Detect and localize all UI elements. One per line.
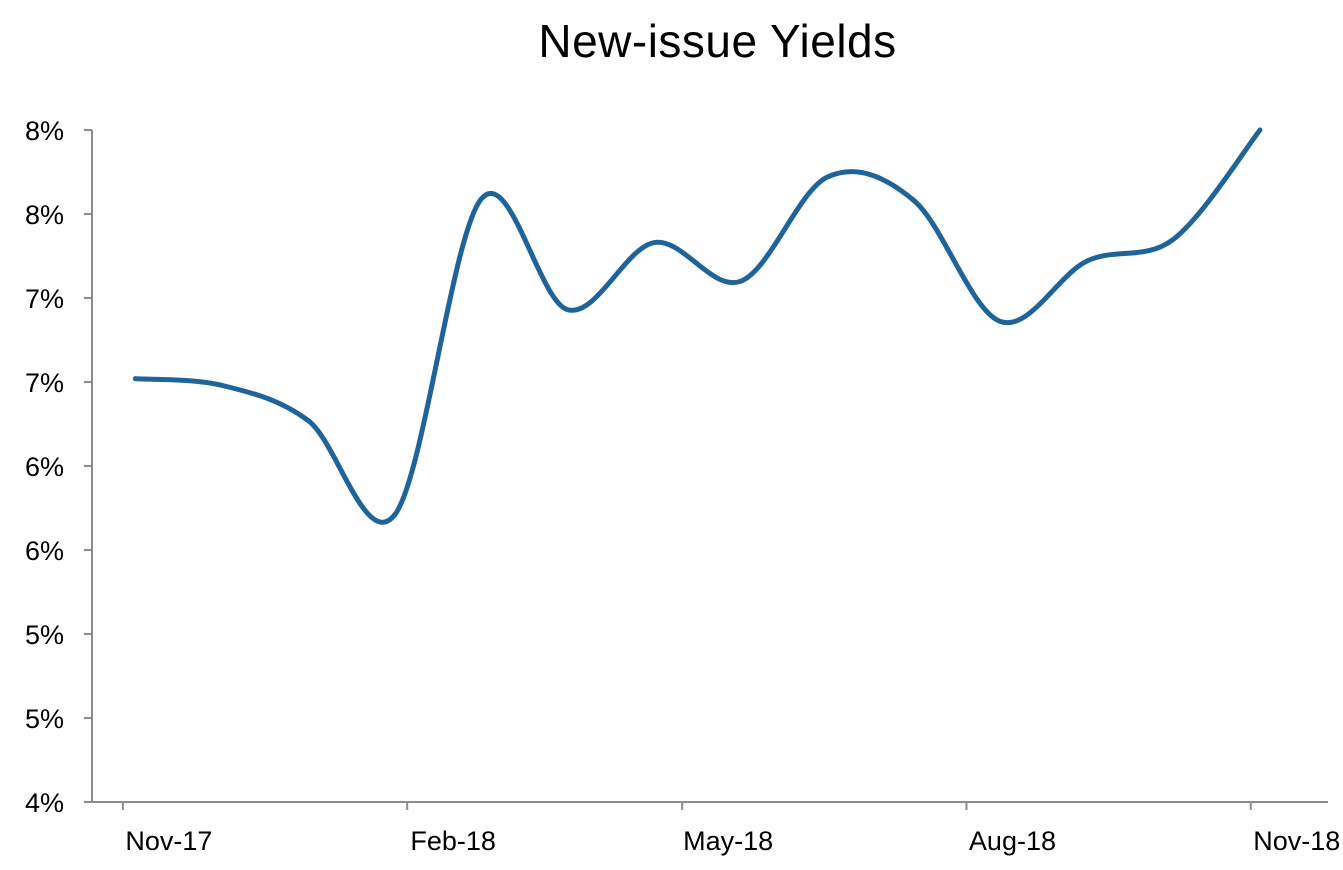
y-tick-label: 6%	[25, 452, 64, 482]
x-axis-ticks: Nov-17 Feb-18 May-18 Aug-18 Nov-18	[121, 802, 1340, 856]
y-tick-label: 7%	[25, 368, 64, 398]
y-tick-label: 8%	[25, 116, 64, 146]
y-tick-label: 8%	[25, 200, 64, 230]
x-tick-label: Feb-18	[410, 826, 496, 856]
y-tick-label: 6%	[25, 536, 64, 566]
x-tick-label: Nov-17	[125, 826, 212, 856]
series-layer	[132, 127, 1263, 525]
y-axis-ticks: 4% 5% 5% 6% 6% 7% 7% 8% 8%	[25, 116, 92, 818]
chart-title: New-issue Yields	[538, 15, 897, 67]
y-tick-label: 7%	[25, 284, 64, 314]
y-tick-label: 4%	[25, 788, 64, 818]
x-tick-label: Aug-18	[969, 826, 1056, 856]
series-line	[132, 127, 1263, 525]
x-tick-label: Nov-18	[1253, 826, 1340, 856]
x-tick-label: May-18	[683, 826, 773, 856]
y-tick-label: 5%	[25, 704, 64, 734]
y-tick-label: 5%	[25, 620, 64, 650]
